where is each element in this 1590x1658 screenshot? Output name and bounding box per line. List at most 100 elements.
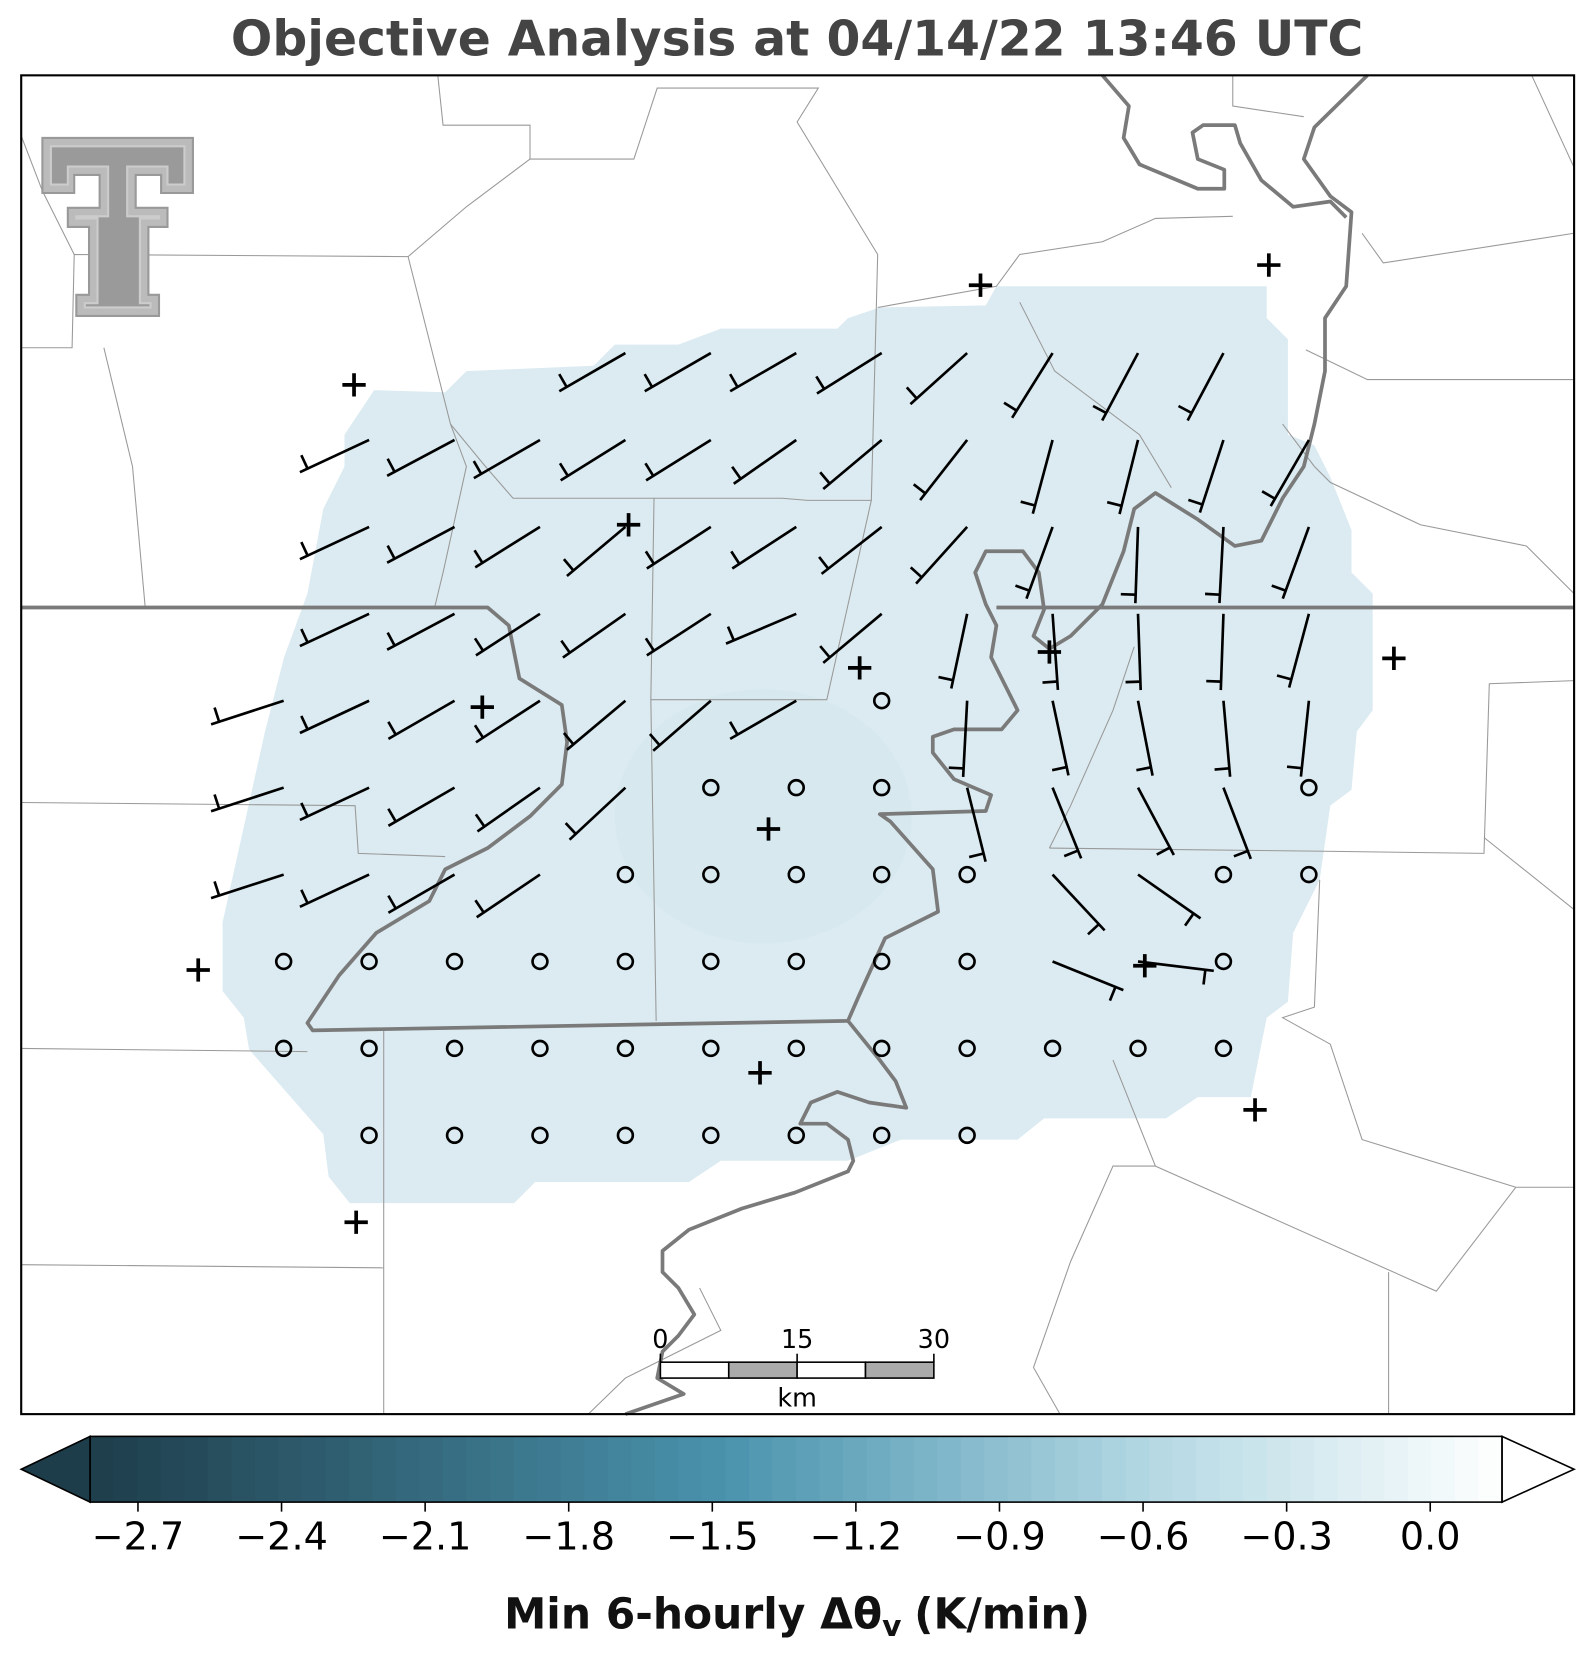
colorbar-band <box>419 1436 444 1503</box>
wind-barb-tick <box>1051 765 1067 772</box>
wind-barb <box>1299 700 1311 777</box>
wind-barb <box>646 612 712 657</box>
wind-barb-tick <box>728 721 739 736</box>
wind-barb-tick <box>1233 849 1249 858</box>
wind-barb <box>1025 526 1054 600</box>
scale-segment <box>727 1361 798 1379</box>
wind-barb <box>1218 526 1225 604</box>
wind-barb <box>652 699 712 752</box>
wind-barb-tick <box>300 715 309 730</box>
wind-barb <box>965 787 987 863</box>
colorbar-band <box>1384 1436 1409 1503</box>
colorbar-band <box>137 1436 162 1503</box>
wind-barb-tick <box>1092 404 1107 415</box>
site-marker <box>344 1210 368 1234</box>
calm-station <box>1043 1039 1062 1058</box>
colorbar-band <box>1149 1436 1174 1503</box>
wind-barb <box>299 438 370 474</box>
wind-barb-tick <box>213 794 221 810</box>
colorbar-outline <box>89 1435 1503 1503</box>
colorbar-band <box>466 1436 491 1503</box>
wind-barb-tick <box>474 899 485 914</box>
wind-barb <box>1186 352 1225 422</box>
colorbar-band <box>1054 1436 1080 1503</box>
colorbar-extend-high <box>1501 1435 1577 1504</box>
site-marker <box>186 958 210 982</box>
colorbar: −2.7 −2.4 −2.1 −1.8 −1.5 −1.2 −0.9 −0.6 −0.3 0.0 <box>19 1435 1577 1559</box>
colorbar-band <box>960 1436 985 1503</box>
wind-barb-tick <box>819 471 831 485</box>
colorbar-label-main: Min 6-hourly Δθ <box>504 1589 882 1638</box>
wind-barb <box>474 525 541 569</box>
calm-station <box>1214 952 1233 971</box>
colorbar-band <box>607 1436 632 1503</box>
colorbar-band <box>772 1436 797 1503</box>
colorbar-band <box>1313 1436 1338 1503</box>
wind-barb <box>645 438 712 482</box>
colorbar-band <box>348 1436 374 1503</box>
colorbar-band <box>843 1436 868 1503</box>
calm-station <box>702 952 720 971</box>
wind-barb <box>299 699 370 735</box>
site-marker <box>616 513 641 537</box>
calm-station <box>702 1126 720 1145</box>
calm-station <box>616 865 635 884</box>
calm-station <box>787 865 806 884</box>
wind-barb-tick <box>300 802 309 817</box>
wind-barb-tick <box>731 465 742 480</box>
wind-barb <box>562 612 627 659</box>
colorbar-band <box>1125 1436 1150 1503</box>
wind-barb-tick <box>1106 500 1122 508</box>
calm-station <box>616 1039 635 1058</box>
logo <box>41 136 194 318</box>
wind-barb <box>299 525 370 561</box>
colorbar-tick-label: −0.3 <box>1240 1515 1333 1559</box>
wind-barb <box>566 525 627 577</box>
wind-barb-tick <box>562 732 575 746</box>
calm-station <box>360 952 378 971</box>
scale-segment <box>659 1361 730 1379</box>
wind-barb-tick <box>387 894 397 910</box>
colorbar-band <box>113 1436 138 1503</box>
wind-barb <box>1222 700 1232 777</box>
wind-barb <box>299 873 370 909</box>
wind-barb <box>1051 787 1083 859</box>
station-layer <box>186 253 1406 1234</box>
wind-barb <box>816 351 883 395</box>
wind-barb <box>1011 352 1054 419</box>
wind-barb <box>822 612 883 664</box>
site-marker <box>470 695 494 719</box>
colorbar-band <box>231 1436 256 1503</box>
wind-barb-tick <box>815 375 826 390</box>
wind-barb-tick <box>912 483 927 495</box>
colorbar-band <box>1290 1436 1315 1503</box>
calm-station <box>1300 778 1318 797</box>
colorbar-band <box>160 1436 185 1503</box>
calm-station <box>872 1039 891 1058</box>
colorbar-band <box>1454 1436 1480 1503</box>
title: Objective Analysis at 04/14/22 13:46 UTC <box>231 11 1363 67</box>
wind-barb <box>473 438 541 480</box>
analysis-shading <box>614 689 912 944</box>
colorbar-tick-label: −1.5 <box>666 1515 759 1559</box>
wind-barb-tick <box>644 462 655 477</box>
wind-barb-tick <box>1205 592 1220 596</box>
calm-station <box>445 952 464 971</box>
wind-barb <box>299 786 370 822</box>
colorbar-tick-label: −2.7 <box>92 1515 185 1559</box>
wind-barb-tick <box>643 373 654 388</box>
wind-barb <box>1137 960 1214 973</box>
wind-barb-tick <box>1206 679 1222 683</box>
wind-barb <box>1222 787 1253 860</box>
wind-barb-tick <box>560 639 571 654</box>
site-marker <box>342 373 366 397</box>
calm-station <box>958 1126 976 1145</box>
wind-barb-tick <box>213 707 221 723</box>
wind-barb <box>820 525 883 575</box>
wind-barb-tick <box>1108 986 1117 1002</box>
scale-tick-label: 30 <box>918 1324 950 1354</box>
wind-barb <box>475 699 541 744</box>
wind-barb-tick <box>472 460 483 475</box>
wind-barb <box>387 786 456 827</box>
